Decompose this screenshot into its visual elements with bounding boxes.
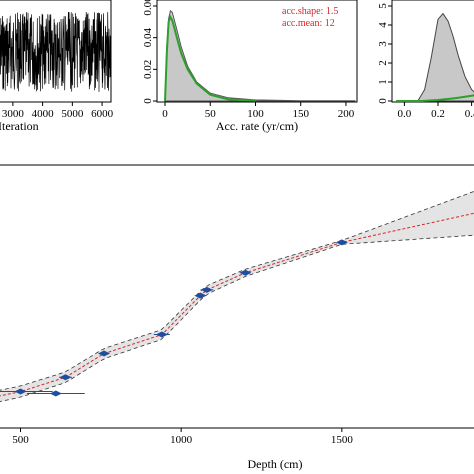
memory-x-tick-label: 0.2 [431,108,445,120]
date-marker [14,388,27,395]
upper-bound-line [0,190,474,391]
memory-panel: 0.0 0.2 0.4 0 1 2 3 4 5 [377,0,474,120]
acc-x-tick-label: 50 [205,108,217,120]
depth-x-tick-label: 1500 [331,434,354,446]
memory-y-tick-label: 4 [377,22,389,28]
date-marker [335,239,348,246]
memory-x-tick-label: 0.0 [398,108,412,120]
mean-age-model-line [0,212,474,397]
trace-x-tick-label: 6000 [91,108,114,120]
memory-y-tick-label: 5 [377,3,389,9]
trace-x-label: Iteration [0,119,39,133]
acc-x-axis: 0 50 100 150 200 [162,102,355,120]
age-model-envelope [0,191,474,402]
depth-x-label: Depth (cm) [248,457,303,471]
memory-y-axis: 0 1 2 3 4 5 [377,3,392,104]
memory-x-tick-label: 0.4 [465,108,474,120]
age-depth-frame [0,164,474,429]
trace-series-line [0,11,112,92]
acc-rate-panel: 0 50 100 150 200 0 0.02 0.04 0.06 Acc. rate (yr… [142,0,358,133]
date-marker [239,269,252,276]
acc-y-tick-label: 0.06 [142,0,154,16]
acc-x-label: Acc. rate (yr/cm) [216,119,298,133]
memory-y-tick-label: 3 [377,41,389,47]
memory-prior-line [396,94,474,102]
depth-x-axis: 500 1000 1500 [12,428,353,446]
depth-x-tick-label: 1000 [170,434,193,446]
acc-posterior-line [164,14,256,102]
memory-frame [391,0,474,103]
acc-x-tick-label: 100 [247,108,264,120]
acc-y-tick-label: 0 [142,98,154,104]
acc-y-axis: 0 0.02 0.04 0.06 [142,0,157,104]
date-marker [194,292,207,299]
memory-y-tick-label: 0 [377,98,389,104]
date-marker [59,374,72,381]
date-marker [200,286,213,293]
acc-x-tick-label: 200 [338,108,355,120]
age-depth-panel: 500 1000 1500 Depth (cm) [0,164,474,471]
acc-y-tick-label: 0.04 [142,28,154,48]
acc-x-tick-label: 0 [162,108,168,120]
acc-rate-frame [156,0,358,103]
memory-y-tick-label: 1 [377,79,389,85]
date-marker [155,331,168,338]
acc-mean-annotation: acc.mean: 12 [282,18,335,29]
date-marker [98,350,111,357]
depth-x-tick-label: 500 [12,434,29,446]
date-marker [49,390,62,397]
memory-posterior-area [416,12,474,102]
trace-x-axis: 3000 4000 5000 6000 [2,102,114,120]
memory-x-axis: 0.0 0.2 0.4 [398,102,474,120]
acc-shape-annotation: acc.shape: 1.5 [282,6,338,17]
lower-bound-line [0,234,474,402]
acc-y-tick-label: 0.02 [142,60,154,79]
trace-x-tick-label: 5000 [61,108,84,120]
acc-prior-area [164,9,356,102]
trace-frame [0,0,112,103]
acc-x-tick-label: 150 [292,108,309,120]
dated-levels [0,239,348,397]
trace-panel: 3000 4000 5000 6000 Iteration [0,0,114,133]
trace-x-tick-label: 3000 [2,108,25,120]
trace-x-tick-label: 4000 [32,108,55,120]
memory-y-tick-label: 2 [377,60,389,66]
